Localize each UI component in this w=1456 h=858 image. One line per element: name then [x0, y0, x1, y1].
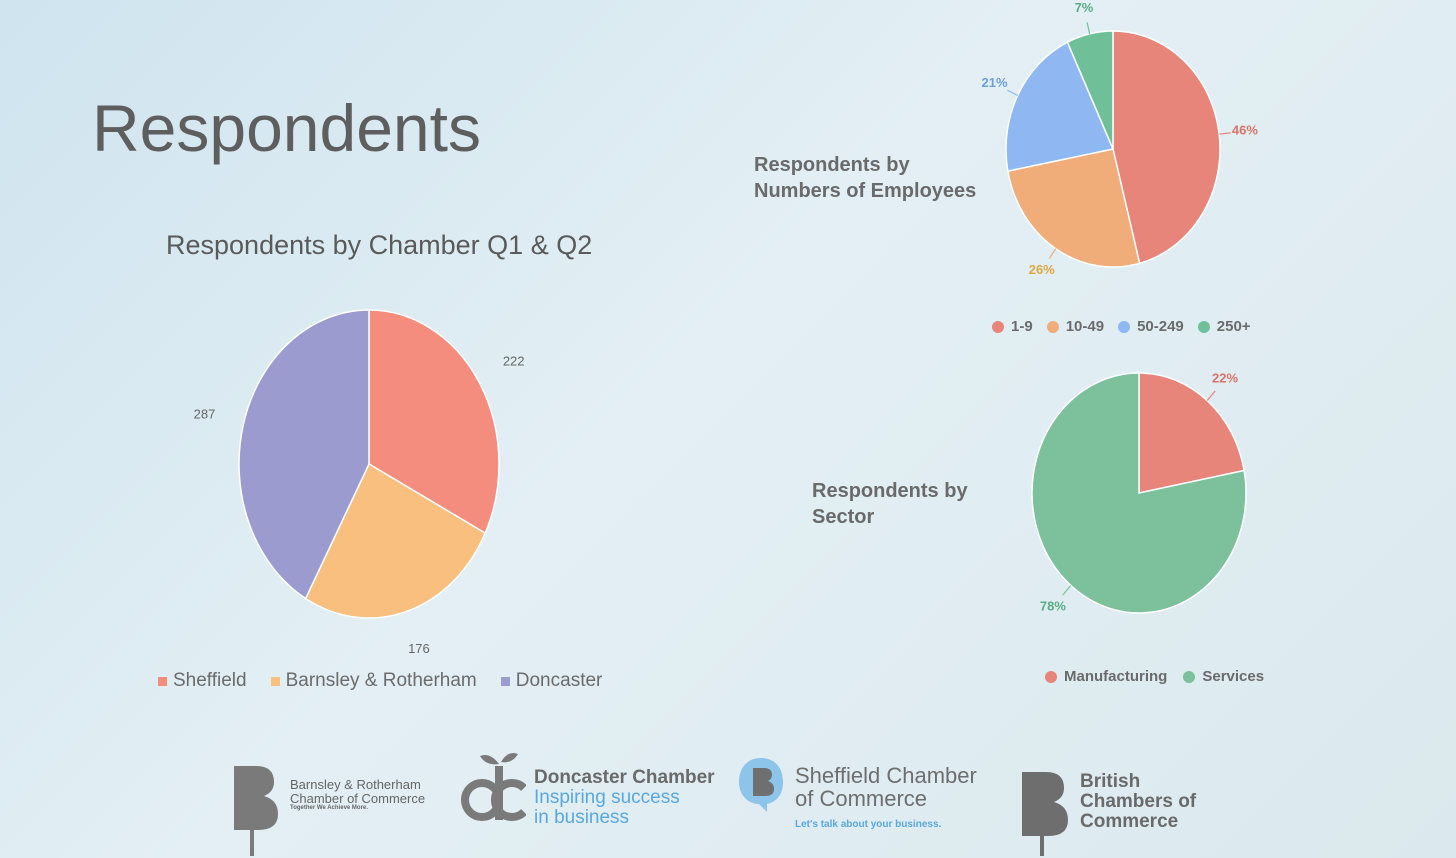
- sheffield-tagline: Let's talk about your business.: [795, 819, 942, 831]
- bcc-name-line1: British: [1080, 771, 1141, 792]
- slide-title: Respondents: [92, 91, 481, 165]
- dc-logo-icon: [461, 753, 526, 821]
- brcc-name-line1: Barnsley & Rotherham: [290, 777, 421, 792]
- legend-item-10-49: 10-49: [1046, 318, 1105, 335]
- sheffield-name-line1: Sheffield Chamber: [795, 763, 977, 788]
- pie-slice-sheffield: [368, 309, 500, 535]
- legend-item-manufacturing: Manufacturing: [1045, 668, 1167, 685]
- brcc-b-icon: [234, 766, 278, 856]
- legend-swatch-250-plus: [1197, 320, 1210, 333]
- data-label-250-: 7%: [1075, 0, 1094, 15]
- employees-pie-chart: 46% 26% 21% 7%: [981, 0, 1258, 277]
- bcc-name-line3: Commerce: [1080, 810, 1179, 832]
- pie-slice-services: [1031, 372, 1247, 614]
- leader-line-0: [1206, 390, 1216, 401]
- brcc-name-line2: Chamber of Commerce: [290, 790, 426, 806]
- legend-label-sheffield: Sheffield: [173, 670, 247, 691]
- legend-item-services: Services: [1183, 668, 1264, 685]
- dc-tagline-line1: Inspiring success: [534, 786, 680, 808]
- legend-item-50-249: 50-249: [1118, 318, 1184, 335]
- sheffield-speech-bubble-icon: [739, 758, 783, 812]
- legend-label-services: Services: [1202, 668, 1265, 685]
- legend-label-doncaster: Doncaster: [515, 670, 603, 691]
- legend-label-250-plus: 250+: [1216, 318, 1251, 335]
- pie-slice-manufacturing: [1138, 372, 1245, 494]
- leader-line-2: [1006, 89, 1018, 96]
- legend-item-1-9: 1-9: [992, 318, 1033, 335]
- data-label-manufacturing: 22%: [1212, 370, 1238, 385]
- sector-chart-title: Respondents by Sector: [812, 480, 968, 528]
- legend-swatch-doncaster: [500, 676, 510, 686]
- pie-slice-barnsley-rotherham: [304, 462, 487, 619]
- barnsley-rotherham-chamber-logo: Barnsley & Rotherham Chamber of Commerce…: [228, 760, 425, 858]
- dc-tagline-line2: in business: [534, 806, 630, 828]
- doncaster-chamber-logo: Doncaster Chamber Inspiring success in b…: [460, 750, 715, 828]
- legend-swatch-1-9: [992, 320, 1004, 333]
- sheffield-name-line2: of Commerce: [795, 786, 928, 812]
- data-label-50-249: 21%: [981, 75, 1007, 90]
- pie-slice-doncaster: [238, 309, 370, 600]
- dc-name: Doncaster Chamber: [534, 767, 715, 788]
- bcc-b-icon: [1022, 772, 1068, 856]
- employees-chart-title: Respondents by Numbers of Employees: [754, 154, 977, 202]
- legend-label-barnsley: Barnsley & Rotherham: [285, 670, 477, 691]
- legend-swatch-manufacturing: [1045, 670, 1057, 683]
- leader-line-1: [1062, 585, 1072, 596]
- legend-item-sheffield: Sheffield: [158, 670, 247, 692]
- chamber-legend: Sheffield Barnsley & Rotherham Doncaster: [158, 670, 626, 692]
- sector-pie-chart: 22% 78%: [1031, 370, 1247, 614]
- data-label-10-49: 26%: [1029, 262, 1055, 277]
- sector-legend: Manufacturing Services: [1045, 668, 1280, 685]
- data-label-services: 78%: [1040, 598, 1066, 613]
- leader-line-0: [1219, 132, 1231, 135]
- legend-label-1-9: 1-9: [1011, 318, 1033, 335]
- legend-item-doncaster: Doncaster: [500, 670, 603, 692]
- brcc-tagline: Together We Achieve More.: [290, 805, 368, 812]
- legend-label-50-249: 50-249: [1137, 318, 1184, 335]
- legend-swatch-10-49: [1046, 320, 1059, 333]
- chamber-chart-title: Respondents by Chamber Q1 & Q2: [166, 230, 593, 260]
- legend-item-barnsley: Barnsley & Rotherham: [270, 670, 477, 692]
- legend-swatch-services: [1183, 670, 1196, 683]
- british-chambers-logo: British Chambers of Commerce: [1016, 768, 1196, 858]
- chamber-pie-chart: 222 176 287: [194, 309, 525, 656]
- legend-label-10-49: 10-49: [1065, 318, 1105, 335]
- data-label-sheffield: 222: [503, 354, 525, 369]
- leader-line-1: [1048, 248, 1057, 259]
- sheffield-chamber-logo: Sheffield Chamber of Commerce Let's talk…: [737, 756, 977, 831]
- employees-legend: 1-9 10-49 50-249 250+: [992, 318, 1265, 335]
- legend-swatch-50-249: [1118, 320, 1131, 333]
- data-label-barnsley-rotherham: 176: [408, 641, 430, 656]
- legend-swatch-barnsley: [270, 676, 280, 686]
- legend-item-250-plus: 250+: [1197, 318, 1251, 335]
- data-label-doncaster: 287: [194, 407, 216, 422]
- data-label-1-9: 46%: [1232, 122, 1258, 137]
- bcc-name-line2: Chambers of: [1080, 790, 1197, 812]
- legend-swatch-sheffield: [158, 676, 167, 686]
- leader-line-3: [1086, 22, 1091, 34]
- legend-label-manufacturing: Manufacturing: [1064, 668, 1168, 685]
